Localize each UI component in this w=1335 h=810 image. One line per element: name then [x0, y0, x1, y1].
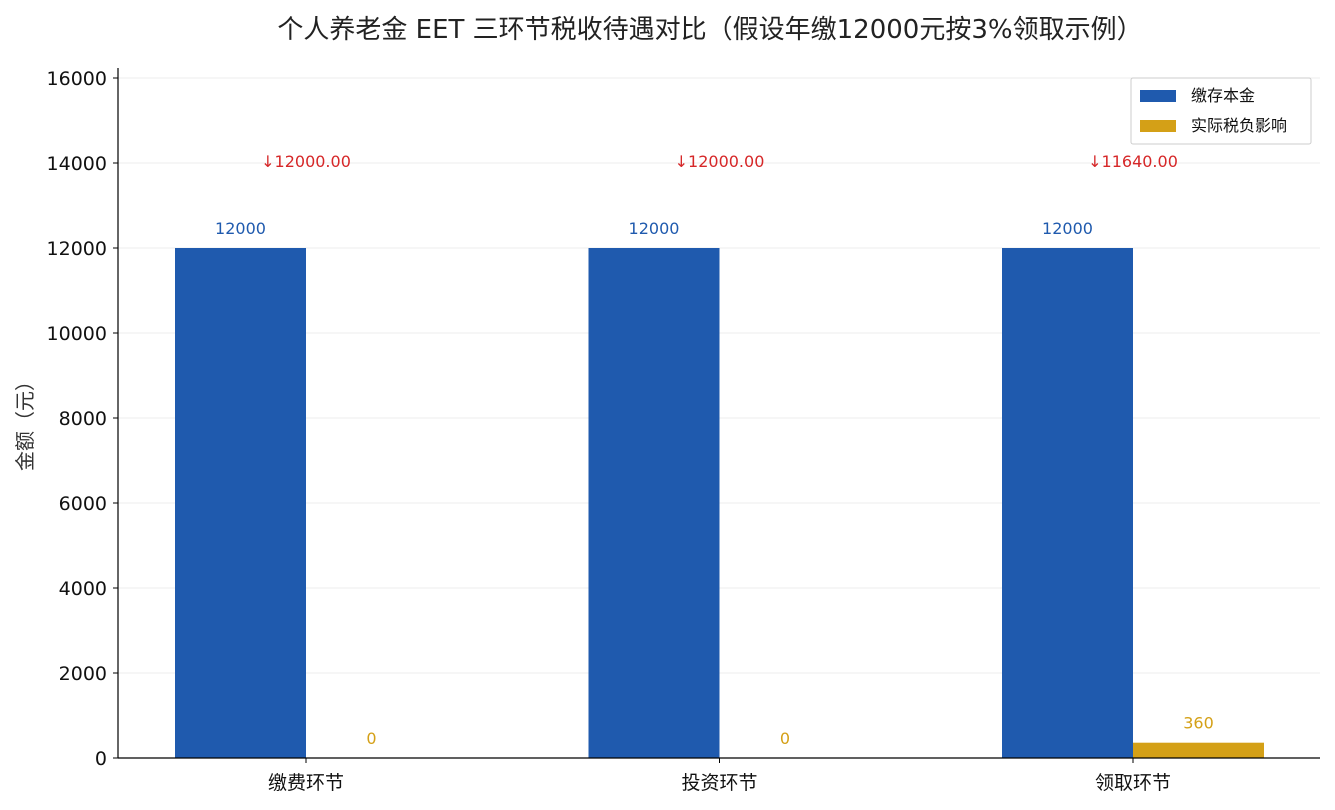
- bar-value-label: 0: [366, 729, 376, 748]
- legend-swatch-tax: [1140, 120, 1176, 132]
- y-tick-label: 4000: [59, 578, 107, 600]
- bars: [175, 248, 1264, 758]
- y-tick-label: 8000: [59, 408, 107, 430]
- value-labels: 12000 0 ↓12000.00 12000 0 ↓12000.00 12000 360 ↓1…: [215, 152, 1214, 748]
- bar: [1133, 742, 1264, 758]
- legend-swatch-principal: [1140, 90, 1176, 102]
- y-axis-label: 金额（元）: [13, 371, 37, 471]
- bar-value-label: 0: [780, 729, 790, 748]
- chart-title: 个人养老金 EET 三环节税收待遇对比（假设年缴12000元按3%领取示例）: [277, 15, 1142, 45]
- y-tick-label: 6000: [59, 493, 107, 515]
- y-tick-label: 10000: [47, 323, 107, 345]
- bar: [175, 248, 306, 758]
- legend: 缴存本金 实际税负影响: [1130, 77, 1312, 145]
- x-tick-label: 投资环节: [681, 772, 757, 794]
- legend-label-tax: 实际税负影响: [1191, 116, 1287, 135]
- legend-label-principal: 缴存本金: [1191, 86, 1255, 105]
- y-ticks: 0 2000 4000 6000 8000 10000 12000 14000 16000: [47, 68, 118, 770]
- y-tick-label: 0: [95, 748, 107, 770]
- bar-value-label: 12000: [1042, 219, 1093, 238]
- net-annotation: ↓12000.00: [675, 152, 765, 171]
- bar: [588, 248, 720, 758]
- net-annotation: ↓11640.00: [1088, 152, 1178, 171]
- x-tick-label: 缴费环节: [268, 772, 344, 794]
- bar-value-label: 12000: [215, 219, 266, 238]
- bar: [1002, 248, 1133, 758]
- net-annotation: ↓12000.00: [261, 152, 351, 171]
- x-tick-label: 领取环节: [1095, 772, 1171, 794]
- bar-value-label: 12000: [629, 219, 680, 238]
- bar-value-label: 360: [1183, 714, 1214, 733]
- y-tick-label: 12000: [47, 238, 107, 260]
- y-tick-label: 2000: [59, 663, 107, 685]
- y-tick-label: 16000: [47, 68, 107, 90]
- x-ticks: 缴费环节 投资环节 领取环节: [268, 758, 1171, 794]
- y-tick-label: 14000: [47, 153, 107, 175]
